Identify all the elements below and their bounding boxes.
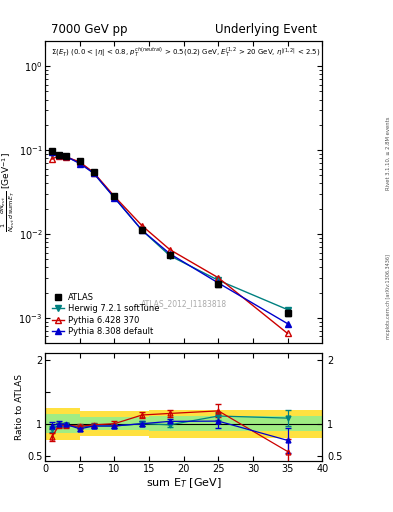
Bar — [114, 411, 149, 436]
Text: Rivet 3.1.10, ≥ 2.8M events: Rivet 3.1.10, ≥ 2.8M events — [386, 117, 391, 190]
X-axis label: sum E$_T$ [GeV]: sum E$_T$ [GeV] — [146, 476, 222, 490]
Bar — [253, 416, 322, 431]
Bar — [80, 411, 114, 436]
Bar — [149, 410, 184, 438]
Bar — [80, 417, 114, 430]
Text: ATLAS_2012_I1183818: ATLAS_2012_I1183818 — [141, 300, 227, 308]
Legend: ATLAS, Herwig 7.2.1 softTune, Pythia 6.428 370, Pythia 8.308 default: ATLAS, Herwig 7.2.1 softTune, Pythia 6.4… — [50, 290, 162, 339]
Text: 7000 GeV pp: 7000 GeV pp — [51, 24, 127, 36]
Bar — [45, 408, 80, 440]
Text: Underlying Event: Underlying Event — [215, 24, 317, 36]
Y-axis label: $\frac{1}{N_{evt}}\frac{dN_{evt}}{d\,\mathrm{sum}\,E_T}$ [GeV$^{-1}$]: $\frac{1}{N_{evt}}\frac{dN_{evt}}{d\,\ma… — [0, 152, 17, 232]
Text: mcplots.cern.ch [arXiv:1306.3436]: mcplots.cern.ch [arXiv:1306.3436] — [386, 254, 391, 339]
Bar — [114, 417, 149, 430]
Bar — [184, 416, 253, 431]
Bar — [253, 410, 322, 438]
Text: $\Sigma(E_T)$ (0.0 < |$\eta$| < 0.8, $p^{ch(neutral)}_T$ > 0.5(0.2) GeV, $E_T^{j: $\Sigma(E_T)$ (0.0 < |$\eta$| < 0.8, $p^… — [51, 46, 320, 59]
Bar — [45, 414, 80, 433]
Bar — [184, 410, 253, 438]
Y-axis label: Ratio to ATLAS: Ratio to ATLAS — [15, 374, 24, 440]
Bar — [149, 416, 184, 431]
